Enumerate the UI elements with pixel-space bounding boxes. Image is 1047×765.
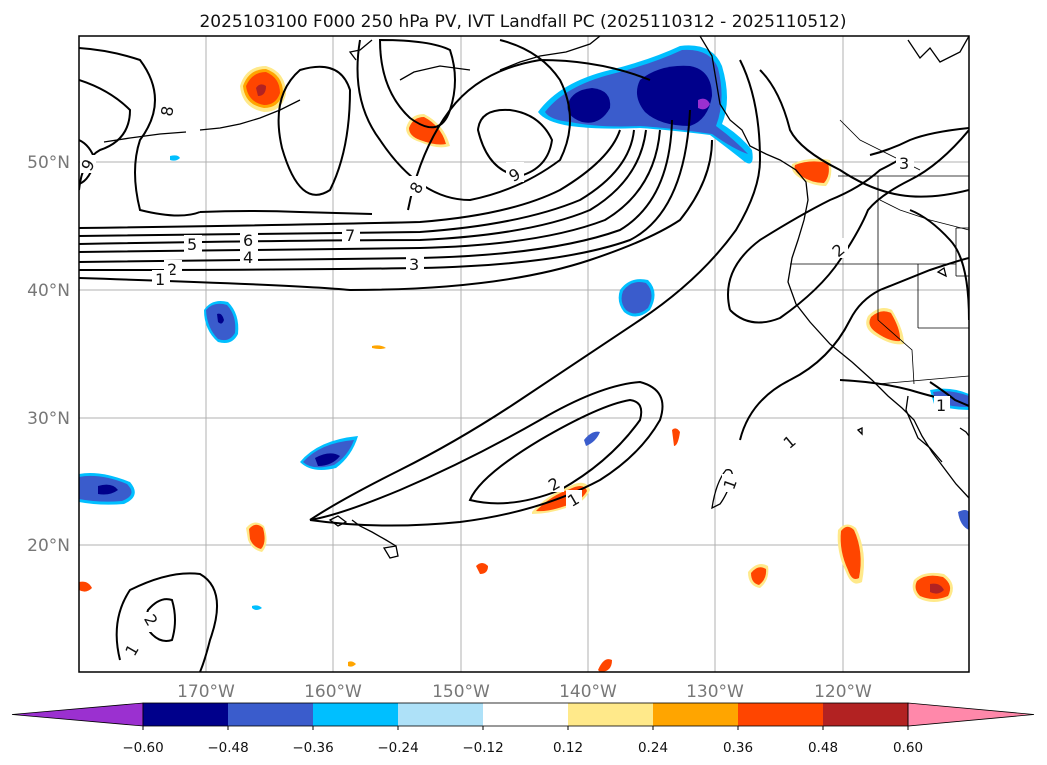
colorbar-segment — [483, 703, 568, 726]
longitude-label: 150°W — [432, 682, 490, 702]
colorbar-tick-label: 0.60 — [893, 740, 923, 756]
map-background — [79, 36, 969, 672]
latitude-label: 40°N — [27, 281, 70, 301]
pv-contour-label: 5 — [187, 235, 197, 254]
pv-contour-label: 7 — [345, 226, 355, 245]
map-panel: 8 9 9 8 7 6 5 4 3 2 1 3 2 2 — [77, 35, 970, 673]
colorbar-tick-label: −0.36 — [292, 740, 333, 756]
colorbar-tick-label: −0.24 — [377, 740, 418, 756]
pv-contour-label: 8 — [157, 104, 177, 117]
colorbar-tick-label: 0.12 — [553, 740, 583, 756]
ivt-shading — [79, 45, 969, 672]
colorbar-tick-label: 0.24 — [638, 740, 668, 756]
colorbar-segment — [568, 703, 653, 726]
longitude-label: 140°W — [559, 682, 617, 702]
pv-contours — [79, 38, 969, 672]
colorbar-extend-max — [907, 702, 1035, 727]
map-frame — [78, 35, 970, 673]
map-title: 2025103100 F000 250 hPa PV, IVT Landfall… — [199, 12, 846, 32]
colorbar-tick-label: −0.48 — [207, 740, 248, 756]
longitude-label: 160°W — [304, 682, 362, 702]
colorbar-segment — [823, 703, 908, 726]
longitude-axis: 170°W 160°W 150°W 140°W 130°W 120°W — [177, 682, 872, 702]
colorbar-tick-label: −0.60 — [122, 740, 163, 756]
gridlines — [79, 36, 969, 672]
pv-contour-labels: 8 9 9 8 7 6 5 4 3 2 1 3 2 2 — [77, 100, 950, 659]
pv-contour-label: 6 — [243, 231, 253, 250]
pv-contour-label: 4 — [243, 248, 253, 267]
colorbar-tick-label: 0.36 — [723, 740, 753, 756]
latitude-label: 20°N — [27, 536, 70, 556]
pv-contour-label: 3 — [409, 255, 419, 274]
pv-contour-label: 1 — [155, 270, 165, 289]
latitude-label: 50°N — [27, 153, 70, 173]
colorbar-tick-label: 0.48 — [808, 740, 838, 756]
colorbar-extend-min — [11, 702, 144, 727]
colorbar-outline — [142, 702, 909, 727]
pv-contour-label: 2 — [167, 260, 177, 279]
latitude-axis: 50°N 40°N 30°N 20°N — [27, 153, 70, 556]
colorbar-segment — [228, 703, 313, 726]
longitude-label: 120°W — [814, 682, 872, 702]
colorbar-segment — [653, 703, 738, 726]
colorbar-segment — [738, 703, 823, 726]
longitude-label: 170°W — [177, 682, 235, 702]
colorbar-tick-label: −0.12 — [462, 740, 503, 756]
colorbar-segment — [143, 703, 228, 726]
colorbar-segment — [313, 703, 398, 726]
colorbar: −0.60 −0.48 −0.36 −0.24 −0.12 0.12 0.24 0.36 0.4… — [11, 702, 1035, 756]
latitude-label: 30°N — [27, 409, 70, 429]
longitude-label: 130°W — [686, 682, 744, 702]
colorbar-segment — [398, 703, 483, 726]
pv-contour-label: 1 — [936, 396, 946, 415]
pv-contour-label: 3 — [899, 154, 909, 173]
